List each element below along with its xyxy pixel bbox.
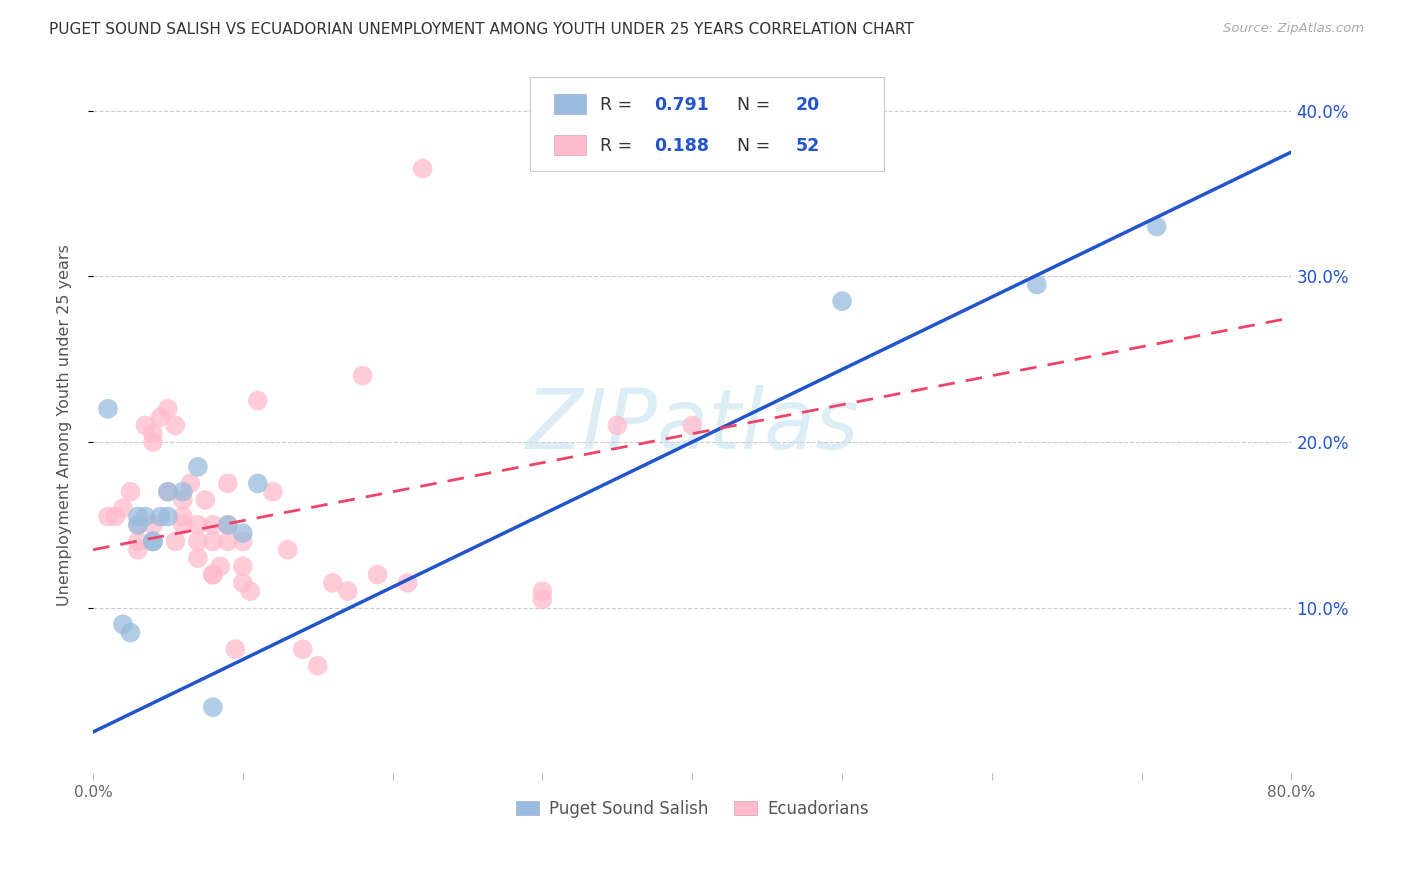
Point (232, 526, 254, 541)
Point (232, 534, 254, 549)
Text: R =: R = (600, 96, 638, 114)
Point (217, 517, 239, 532)
Point (172, 509, 194, 524)
Point (322, 575, 344, 590)
Text: 0.791: 0.791 (654, 96, 709, 114)
Point (277, 542, 299, 557)
Point (172, 517, 194, 532)
Point (232, 575, 254, 590)
Point (149, 410, 172, 425)
Point (352, 368, 374, 383)
Point (97, 401, 120, 416)
Point (97, 509, 120, 524)
Text: R =: R = (600, 136, 638, 155)
Point (134, 509, 156, 524)
Point (681, 418, 703, 433)
Point (224, 642, 246, 657)
Point (142, 534, 165, 549)
Point (156, 401, 179, 416)
Point (127, 509, 149, 524)
Point (239, 584, 262, 599)
Point (209, 559, 232, 574)
Text: ZIPatlas: ZIPatlas (526, 385, 859, 466)
Point (307, 658, 329, 673)
Point (412, 161, 434, 176)
Point (111, 617, 134, 632)
Point (217, 534, 239, 549)
Point (201, 517, 224, 532)
Point (165, 418, 187, 433)
Text: 52: 52 (796, 136, 820, 155)
Point (201, 567, 224, 582)
Y-axis label: Unemployment Among Youth under 25 years: Unemployment Among Youth under 25 years (58, 244, 72, 607)
Point (179, 476, 201, 491)
Point (194, 493, 217, 508)
Point (165, 534, 187, 549)
Point (1025, 277, 1047, 292)
Point (187, 459, 209, 474)
Point (531, 592, 554, 607)
Text: 20: 20 (796, 96, 820, 114)
Point (531, 584, 554, 599)
Point (246, 476, 269, 491)
Point (142, 435, 165, 450)
Point (156, 509, 179, 524)
Point (232, 559, 254, 574)
Point (156, 484, 179, 499)
Point (134, 418, 156, 433)
Point (606, 418, 628, 433)
FancyBboxPatch shape (554, 94, 585, 114)
Point (201, 534, 224, 549)
Point (156, 484, 179, 499)
Point (246, 393, 269, 408)
Point (831, 294, 853, 309)
Point (111, 501, 134, 516)
FancyBboxPatch shape (554, 135, 585, 155)
Point (142, 534, 165, 549)
Point (187, 534, 209, 549)
Point (187, 517, 209, 532)
Point (201, 567, 224, 582)
Legend: Puget Sound Salish, Ecuadorians: Puget Sound Salish, Ecuadorians (509, 793, 876, 824)
Point (142, 426, 165, 441)
Point (201, 700, 224, 714)
Point (291, 642, 314, 657)
Point (149, 509, 172, 524)
Point (336, 584, 359, 599)
Point (396, 575, 419, 590)
Point (104, 509, 127, 524)
Text: 0.188: 0.188 (654, 136, 709, 155)
Text: PUGET SOUND SALISH VS ECUADORIAN UNEMPLOYMENT AMONG YOUTH UNDER 25 YEARS CORRELA: PUGET SOUND SALISH VS ECUADORIAN UNEMPLO… (49, 22, 914, 37)
Point (262, 484, 284, 499)
Point (1146, 219, 1168, 234)
Text: N =: N = (725, 96, 776, 114)
Point (127, 542, 149, 557)
Text: Source: ZipAtlas.com: Source: ZipAtlas.com (1223, 22, 1364, 36)
Point (172, 484, 194, 499)
Point (217, 476, 239, 491)
Point (217, 517, 239, 532)
Point (127, 517, 149, 532)
Text: N =: N = (725, 136, 776, 155)
Point (120, 625, 142, 640)
Point (127, 517, 149, 532)
Point (120, 484, 142, 499)
Point (367, 567, 389, 582)
Point (187, 551, 209, 566)
Point (142, 517, 165, 532)
Point (172, 493, 194, 508)
Point (127, 534, 149, 549)
FancyBboxPatch shape (530, 78, 884, 171)
